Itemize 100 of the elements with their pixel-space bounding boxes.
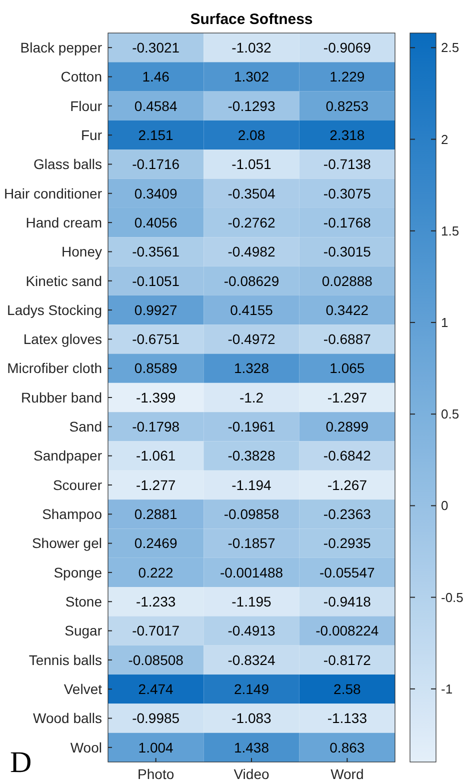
data-label: -0.09858 [224, 506, 280, 522]
data-label: 0.863 [330, 739, 365, 756]
data-label: 0.222 [138, 564, 174, 580]
data-label: -0.3828 [228, 448, 276, 464]
y-tick-label: Shampoo [42, 506, 102, 522]
y-tick-label: Sandpaper [33, 448, 102, 464]
data-label: 2.318 [330, 126, 365, 143]
data-label: -0.4972 [228, 331, 276, 348]
data-label: -1.051 [232, 156, 272, 172]
x-tick-label: Video [234, 766, 270, 782]
data-label: -0.2762 [228, 214, 276, 230]
y-tick-label: Tennis balls [28, 652, 102, 668]
data-label: -0.9069 [323, 39, 372, 56]
data-label: -0.9985 [132, 710, 180, 726]
color-bar-label: 2.5 [441, 40, 460, 56]
data-label: 0.8589 [134, 360, 178, 376]
data-label: 0.02888 [322, 272, 373, 289]
color-bar-label: 0 [441, 498, 448, 514]
data-label: -0.08629 [224, 272, 280, 289]
y-tick-label: Scourer [52, 476, 102, 493]
data-label: -0.3021 [132, 39, 180, 56]
y-tick-label: Rubber band [21, 389, 102, 406]
data-label: 2.151 [138, 126, 174, 143]
y-tick-label: Sugar [64, 622, 102, 639]
y-tick-label: Flour [70, 98, 102, 114]
y-tick-label: Hand cream [26, 214, 102, 230]
data-label: 2.58 [334, 681, 362, 697]
y-tick-label: Fur [81, 126, 102, 143]
data-label: -0.6751 [132, 331, 180, 348]
data-label: -1.195 [232, 594, 272, 610]
y-tick-label: Shower gel [32, 535, 102, 552]
x-tick-label: Word [330, 766, 364, 782]
y-tick-label: Sand [69, 418, 102, 435]
data-label: -1.194 [232, 476, 272, 493]
data-label: 2.08 [238, 126, 266, 143]
data-label: -1.399 [136, 389, 176, 406]
data-label: 1.328 [234, 360, 270, 376]
color-bar-label: 2 [441, 132, 448, 147]
data-label: 0.4056 [134, 214, 178, 230]
data-label: 1.46 [142, 68, 170, 85]
data-label: -0.7138 [323, 156, 372, 172]
y-tick-label: Black pepper [20, 39, 102, 56]
data-label: 1.004 [138, 739, 174, 756]
data-label: -1.083 [232, 710, 272, 726]
data-label: -0.1798 [132, 418, 180, 435]
data-label: -0.6887 [323, 331, 372, 348]
data-label: -0.05547 [320, 564, 376, 580]
data-label: 0.2469 [134, 535, 178, 552]
color-bar-label: 1 [441, 315, 448, 330]
x-tick-label: Photo [138, 766, 174, 782]
data-label: -0.9418 [323, 594, 372, 610]
y-tick-label: Stone [65, 594, 102, 610]
data-label: 0.9927 [134, 302, 178, 318]
y-tick-label: Latex gloves [23, 331, 102, 348]
data-label: -0.8172 [323, 652, 372, 668]
data-label: 2.474 [138, 681, 174, 697]
data-label: -0.4913 [228, 622, 276, 639]
data-label: -0.7017 [132, 622, 180, 639]
data-label: -0.1716 [132, 156, 180, 172]
data-label: 1.302 [234, 68, 270, 85]
data-label: -0.008224 [316, 622, 379, 639]
data-label: -0.1293 [228, 98, 276, 114]
data-label: 0.4155 [230, 302, 274, 318]
data-label: 1.438 [234, 739, 270, 756]
data-label: 0.4584 [134, 98, 178, 114]
data-label: -1.133 [327, 710, 368, 726]
color-bar-label: 1.5 [441, 223, 460, 238]
data-label: 0.8253 [326, 98, 369, 114]
y-tick-label: Microfiber cloth [7, 360, 102, 376]
y-tick-label: Glass balls [34, 156, 102, 172]
data-label: -0.4982 [228, 244, 276, 260]
data-label: 0.2899 [326, 418, 369, 435]
data-label: -1.061 [136, 448, 176, 464]
y-tick-label: Velvet [64, 681, 102, 697]
y-tick-label: Ladys Stocking [7, 302, 102, 318]
chart-title: Surface Softness [190, 11, 313, 28]
data-label: 1.065 [330, 360, 365, 376]
data-label: -0.1961 [228, 418, 276, 435]
data-label: -1.2 [239, 389, 264, 406]
data-label: -0.3561 [132, 244, 180, 260]
data-label: -0.6842 [323, 448, 372, 464]
color-bar-label: 0.5 [441, 406, 460, 422]
data-label: -0.08508 [128, 652, 184, 668]
y-tick-label: Wool [70, 739, 102, 756]
color-bar-label: -0.5 [441, 590, 464, 605]
data-label: -1.267 [327, 476, 368, 493]
data-label: 0.3422 [326, 302, 369, 318]
y-tick-label: Kinetic sand [26, 272, 102, 289]
data-label: -0.3015 [323, 244, 372, 260]
data-label: -1.277 [136, 476, 176, 493]
y-tick-label: Cotton [60, 68, 102, 85]
text: D [10, 746, 32, 779]
data-label: -0.1051 [132, 272, 180, 289]
data-label: -0.3075 [323, 185, 372, 202]
data-label: 0.3409 [134, 185, 178, 202]
data-label: 0.2881 [134, 506, 178, 522]
data-label: -1.233 [136, 594, 176, 610]
color-bar-label: -1 [441, 681, 453, 696]
data-label: -0.1768 [323, 214, 372, 230]
data-label: -1.297 [327, 389, 368, 406]
